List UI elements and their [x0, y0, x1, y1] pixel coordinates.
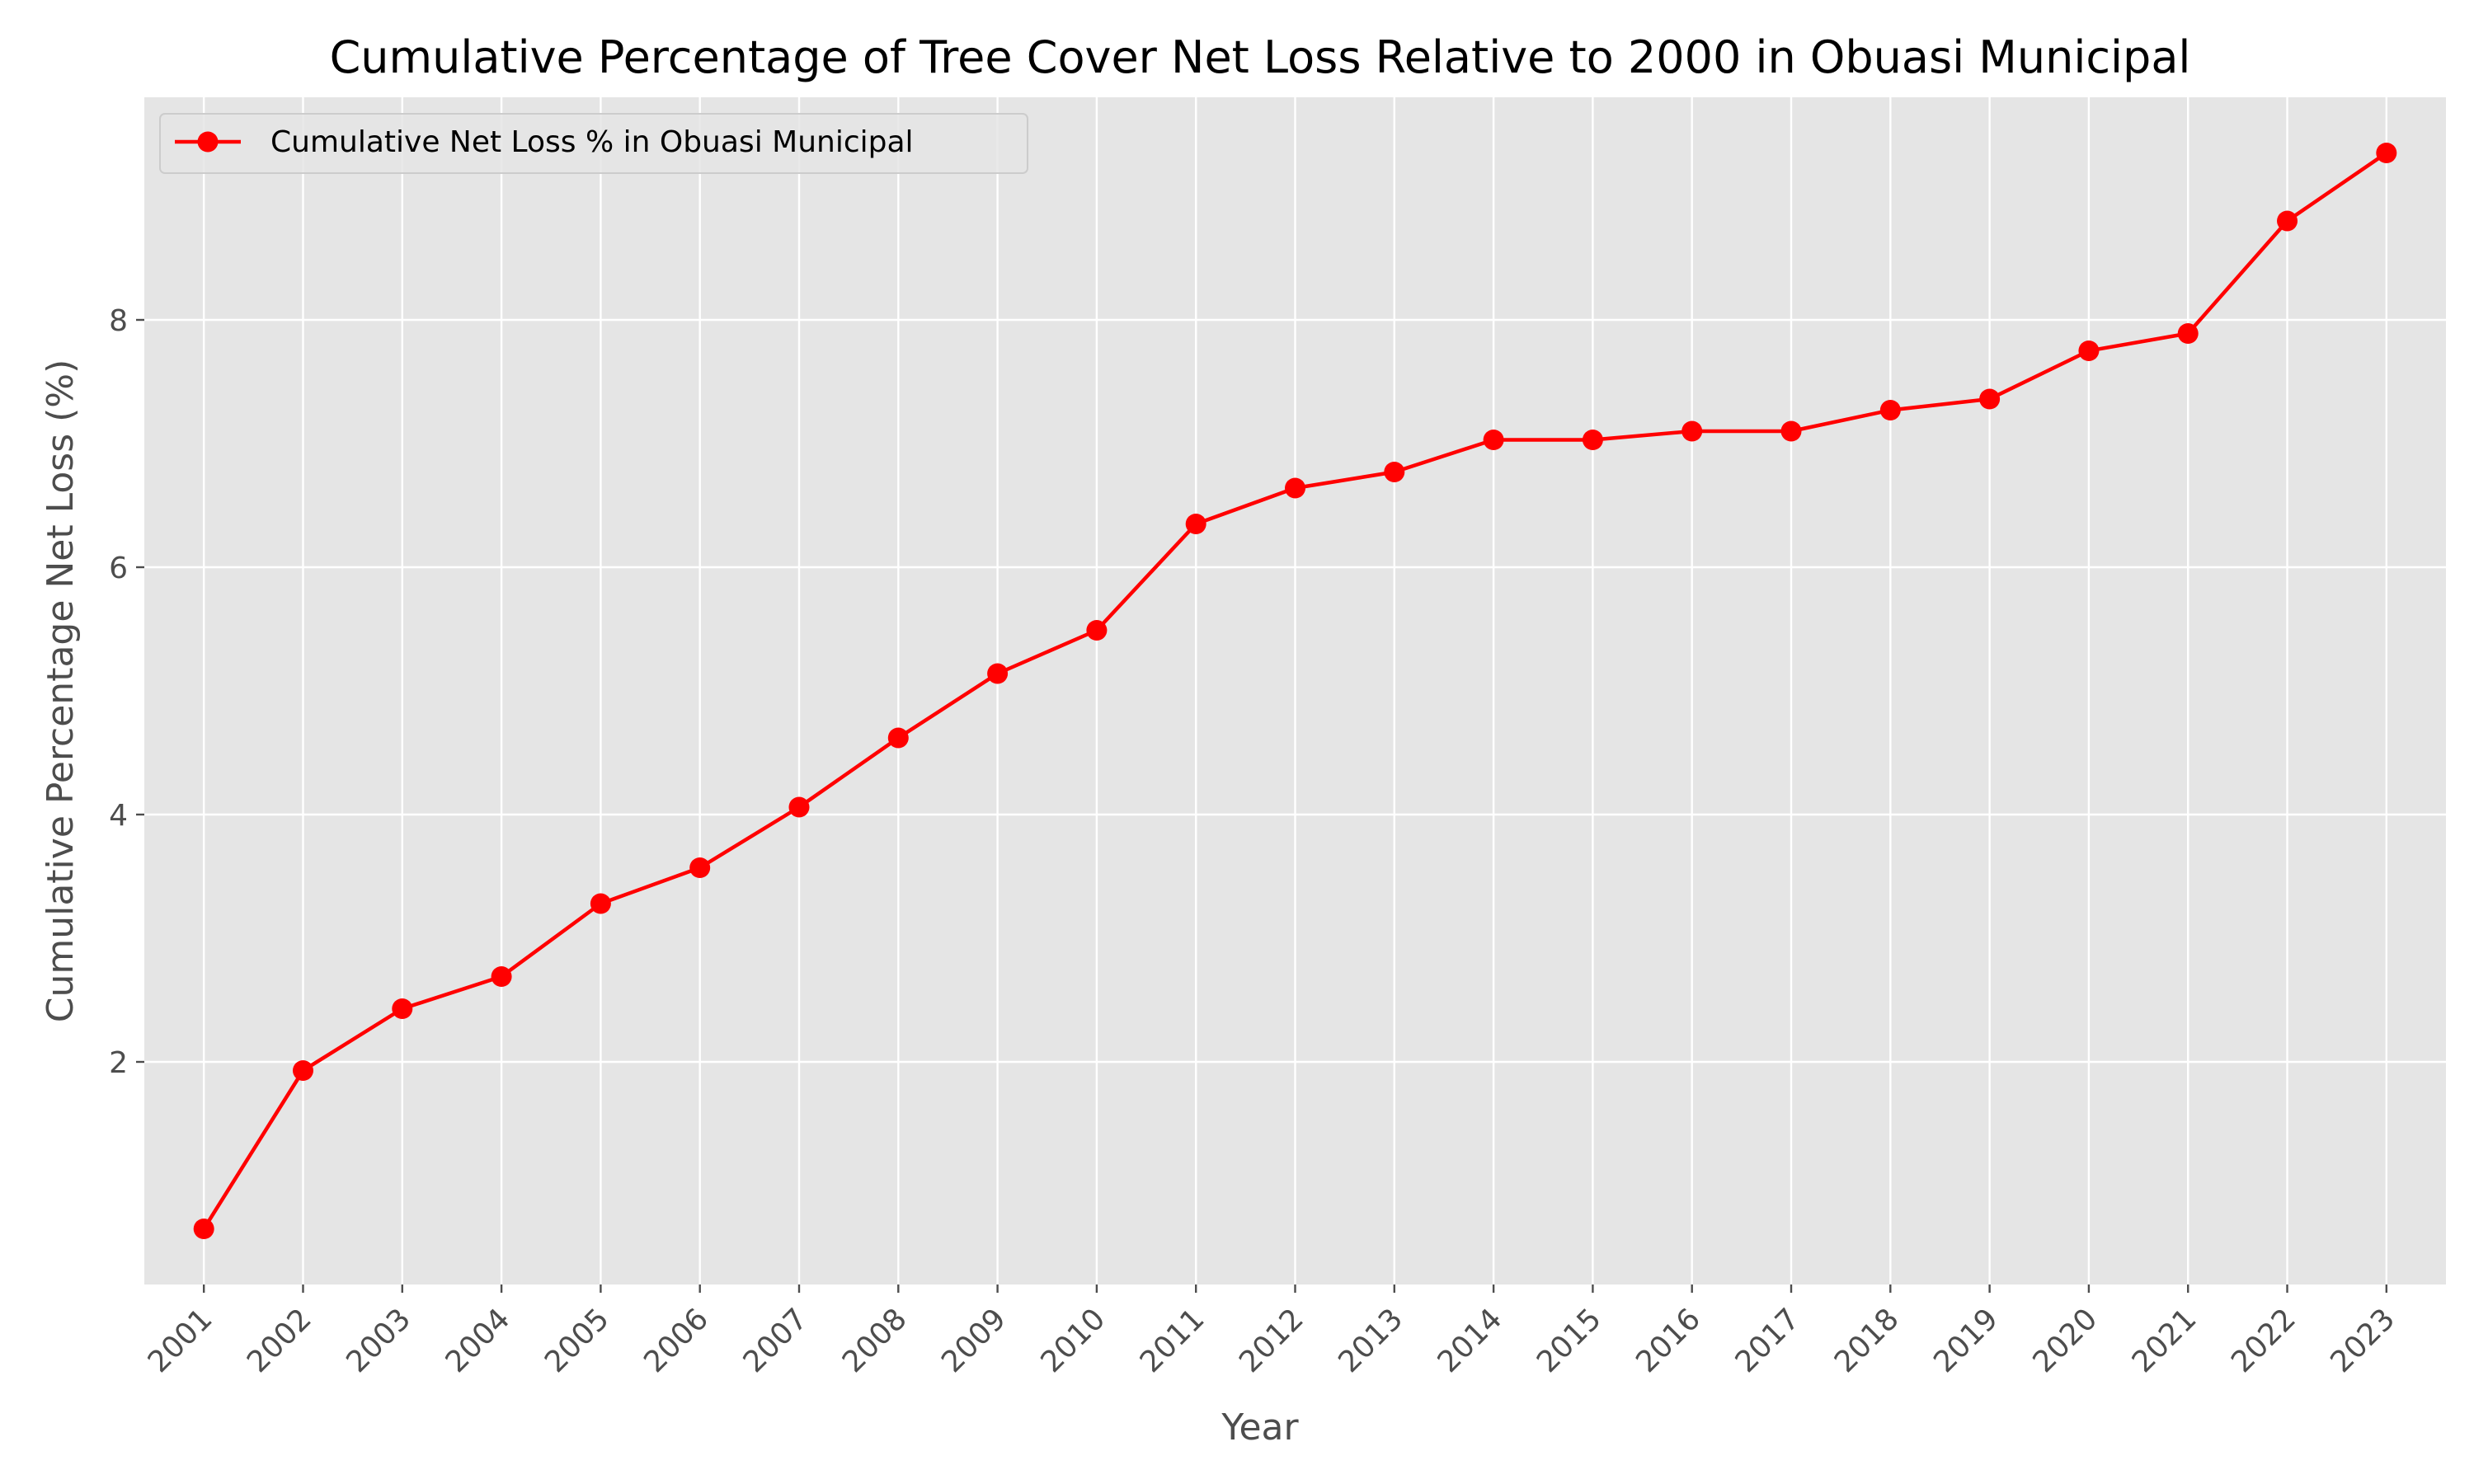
y-tick-label: 2	[109, 1046, 128, 1080]
data-point-2003	[392, 998, 413, 1019]
x-tick-label: 2001	[142, 1302, 219, 1379]
x-tick-label: 2007	[737, 1302, 815, 1379]
x-tick-label: 2019	[1927, 1302, 2005, 1379]
data-point-2007	[788, 796, 810, 818]
y-axis-label: Cumulative Percentage Net Loss (%)	[40, 359, 82, 1022]
x-tick-label: 2013	[1332, 1302, 1409, 1379]
legend: Cumulative Net Loss % in Obuasi Municipa…	[159, 113, 1028, 174]
y-tick-label: 4	[109, 799, 128, 833]
x-tick-label: 2015	[1531, 1302, 1608, 1379]
data-point-2022	[2277, 210, 2298, 232]
data-point-2013	[1384, 462, 1405, 482]
data-point-2018	[1879, 400, 1901, 420]
data-point-2010	[1086, 620, 1108, 641]
x-tick-label: 2002	[241, 1302, 318, 1379]
x-axis-label: Year	[1221, 1407, 1299, 1449]
x-tick-label: 2017	[1729, 1302, 1807, 1379]
x-tick-label: 2018	[1828, 1302, 1906, 1379]
x-tick-label: 2011	[1134, 1302, 1211, 1379]
x-tick-label: 2010	[1034, 1302, 1112, 1379]
x-tick-label: 2022	[2225, 1302, 2302, 1379]
legend-marker	[197, 131, 219, 153]
legend-box	[159, 113, 1028, 174]
data-point-2019	[1979, 388, 2001, 410]
chart-title: Cumulative Percentage of Tree Cover Net …	[330, 31, 2191, 83]
legend-series-label: Cumulative Net Loss % in Obuasi Municipa…	[270, 125, 914, 159]
data-point-2020	[2078, 340, 2100, 361]
x-tick-label: 2003	[340, 1302, 417, 1379]
data-point-2008	[887, 727, 909, 749]
x-tick-label: 2005	[539, 1302, 616, 1379]
x-tick-label: 2004	[440, 1302, 517, 1379]
x-tick-label: 2021	[2126, 1302, 2204, 1379]
y-tick-label: 8	[109, 304, 128, 338]
data-point-2006	[689, 857, 711, 878]
data-point-2004	[491, 966, 512, 987]
grid-layer	[144, 97, 2446, 1284]
data-point-2014	[1483, 430, 1504, 450]
x-tick-label: 2009	[935, 1302, 1013, 1379]
x-tick-label: 2014	[1432, 1302, 1509, 1379]
series-layer	[193, 143, 2397, 1239]
data-point-2017	[1780, 420, 1802, 442]
data-point-2023	[2376, 143, 2397, 163]
x-tick-label: 2016	[1630, 1302, 1707, 1379]
x-tick-label: 2006	[637, 1302, 715, 1379]
data-point-2012	[1285, 477, 1305, 499]
data-point-2016	[1681, 420, 1703, 442]
x-tick-label: 2023	[2324, 1302, 2401, 1379]
data-point-2015	[1582, 430, 1603, 450]
x-tick-label: 2020	[2026, 1302, 2104, 1379]
data-point-2011	[1185, 514, 1206, 534]
data-point-2001	[193, 1219, 214, 1239]
y-tick-label: 6	[109, 552, 128, 585]
x-tick-label: 2008	[836, 1302, 914, 1379]
data-point-2021	[2177, 323, 2199, 344]
data-point-2009	[987, 663, 1009, 684]
x-tick-label: 2012	[1233, 1302, 1310, 1379]
data-point-2005	[590, 893, 611, 914]
data-point-2002	[292, 1060, 313, 1081]
